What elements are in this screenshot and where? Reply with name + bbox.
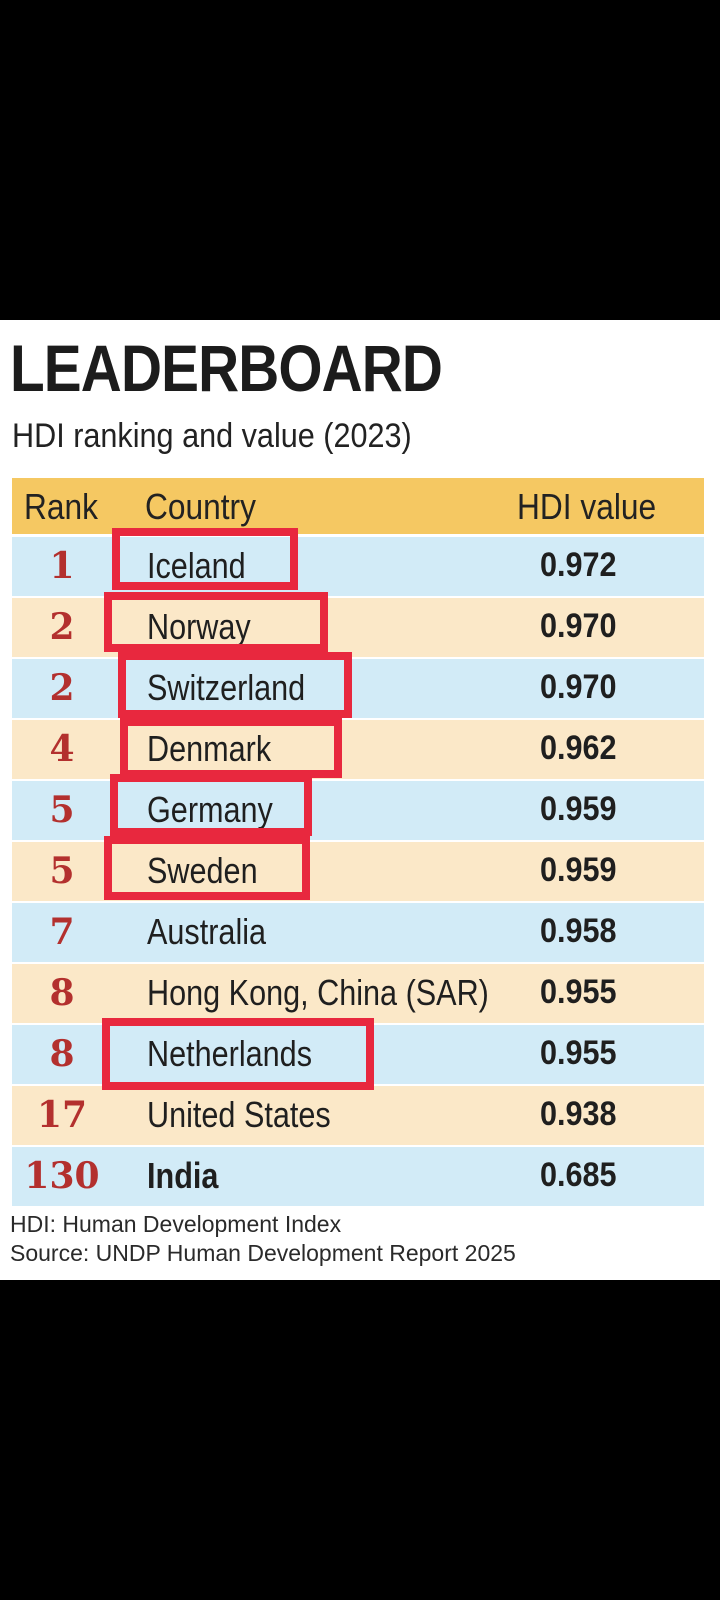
country-cell: Switzerland xyxy=(147,667,306,708)
rank-cell: 5 xyxy=(49,789,75,831)
highlight-box-norway xyxy=(104,592,328,652)
hdi-cell: 0.959 xyxy=(540,851,617,889)
table-header: Rank Country HDI value xyxy=(12,478,704,534)
leaderboard-card: LEADERBOARD HDI ranking and value (2023)… xyxy=(0,320,720,1280)
highlight-box-switzerland xyxy=(118,652,352,718)
highlight-box-iceland xyxy=(112,528,298,590)
hdi-cell: 0.959 xyxy=(540,790,617,828)
hdi-cell: 0.938 xyxy=(540,1095,617,1133)
highlight-box-sweden xyxy=(104,836,310,900)
rank-cell: 2 xyxy=(49,667,75,709)
definition-note: HDI: Human Development Index xyxy=(10,1211,342,1237)
table-row: 17 United States 0.938 xyxy=(12,1086,704,1145)
hdi-cell: 0.955 xyxy=(540,1034,617,1072)
rank-cell: 1 xyxy=(49,545,75,587)
header-hdi-value: HDI value xyxy=(517,486,657,527)
hdi-cell: 0.970 xyxy=(540,668,617,706)
country-cell: India xyxy=(147,1155,219,1196)
hdi-cell: 0.972 xyxy=(540,546,617,584)
header-country: Country xyxy=(145,486,256,527)
page-title: LEADERBOARD xyxy=(10,331,443,405)
country-cell: Denmark xyxy=(147,728,272,769)
country-cell: Netherlands xyxy=(147,1033,313,1074)
highlight-box-netherlands xyxy=(102,1018,374,1090)
country-cell: Iceland xyxy=(147,545,246,586)
table-row: 130 India 0.685 xyxy=(12,1147,704,1206)
table-row: 2 Switzerland 0.970 xyxy=(12,659,704,718)
highlight-box-denmark xyxy=(120,718,342,778)
country-cell: Hong Kong, China (SAR) xyxy=(147,972,489,1013)
country-cell: Australia xyxy=(147,911,267,952)
country-cell: United States xyxy=(147,1094,331,1135)
country-cell: Germany xyxy=(147,789,273,830)
country-cell: Sweden xyxy=(147,850,258,891)
rank-cell: 5 xyxy=(49,850,75,892)
hdi-cell: 0.955 xyxy=(540,973,617,1011)
table-row: 8 Hong Kong, China (SAR) 0.955 xyxy=(12,964,704,1023)
table-row: 5 Sweden 0.959 xyxy=(12,842,704,901)
highlight-box-germany xyxy=(110,774,312,836)
source-note: Source: UNDP Human Development Report 20… xyxy=(10,1240,516,1266)
rank-cell: 2 xyxy=(49,606,75,648)
country-cell: Norway xyxy=(147,606,251,647)
rank-cell: 8 xyxy=(49,972,75,1014)
table-row: 8 Netherlands 0.955 xyxy=(12,1025,704,1084)
rank-cell: 130 xyxy=(24,1155,100,1197)
rank-cell: 7 xyxy=(49,911,75,953)
hdi-cell: 0.685 xyxy=(540,1156,617,1194)
footnotes: HDI: Human Development Index Source: UND… xyxy=(10,1210,516,1268)
hdi-cell: 0.962 xyxy=(540,729,617,767)
table-row: 7 Australia 0.958 xyxy=(12,903,704,962)
header-rank: Rank xyxy=(24,486,98,527)
rank-cell: 4 xyxy=(49,728,75,770)
hdi-cell: 0.970 xyxy=(540,607,617,645)
table-row: 4 Denmark 0.962 xyxy=(12,720,704,779)
rank-cell: 17 xyxy=(36,1094,88,1136)
rank-cell: 8 xyxy=(49,1033,75,1075)
hdi-cell: 0.958 xyxy=(540,912,617,950)
hdi-table: Rank Country HDI value 1 Iceland 0.972 2… xyxy=(12,478,704,1208)
page-subtitle: HDI ranking and value (2023) xyxy=(12,417,412,455)
